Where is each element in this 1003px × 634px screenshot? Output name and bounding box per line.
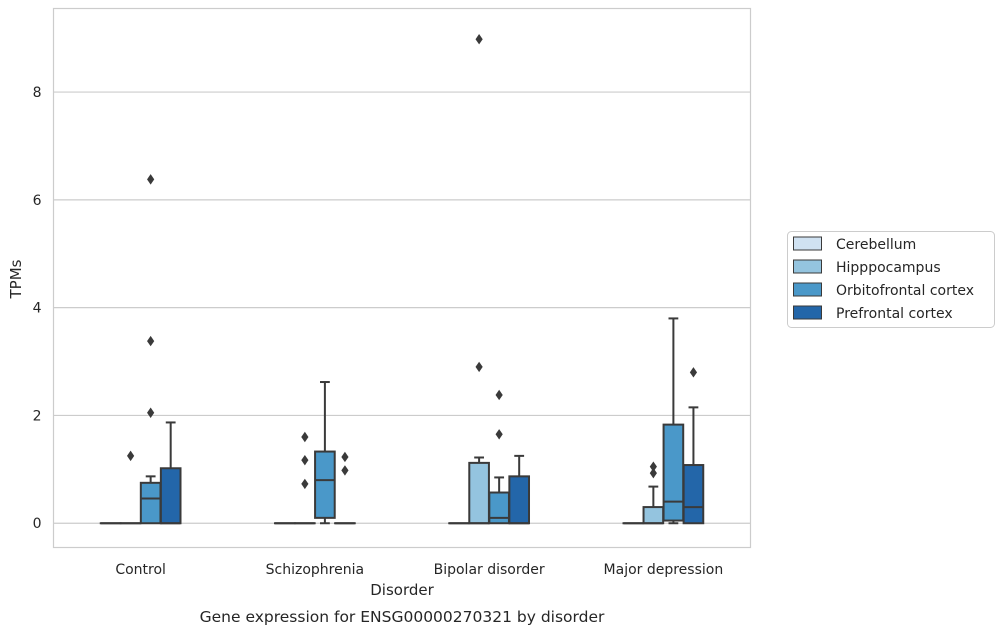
- outlier-point: [301, 431, 309, 443]
- y-tick-label: 0: [33, 516, 42, 532]
- outlier-point: [127, 450, 135, 462]
- y-tick-label: 4: [33, 301, 42, 317]
- x-tick-labels: Control Schizophrenia Bipolar disorder Majo…: [115, 562, 723, 578]
- outlier-point: [649, 461, 657, 472]
- y-tick-label: 2: [33, 408, 42, 424]
- series-orbitofrontal-cortex: [139, 174, 685, 525]
- x-tick-label: Schizophrenia: [266, 562, 364, 578]
- y-tick-label: 8: [33, 85, 42, 101]
- outlier-point: [147, 335, 155, 347]
- plot-frame: [52, 7, 752, 549]
- legend-swatch: [793, 282, 822, 297]
- legend-label: Cerebellum: [836, 237, 916, 253]
- y-tick-label: 6: [33, 193, 42, 209]
- x-tick-label: Control: [115, 562, 166, 578]
- box: [682, 464, 705, 525]
- legend-swatch: [793, 259, 822, 274]
- box: [508, 475, 531, 525]
- box-series: [99, 34, 705, 525]
- outlier-point: [495, 429, 503, 440]
- outlier-point: [689, 367, 698, 378]
- legend-swatch: [793, 236, 822, 251]
- outlier-point: [475, 361, 483, 373]
- outlier-point: [147, 174, 155, 185]
- series-prefrontal-cortex: [159, 367, 705, 525]
- box: [662, 423, 685, 522]
- outlier-point: [649, 467, 657, 479]
- y-axis-label: TPMs: [7, 259, 25, 299]
- x-axis-label: Disorder: [370, 581, 434, 599]
- legend-swatch: [793, 305, 822, 320]
- outlier-point: [341, 451, 349, 463]
- box: [642, 506, 665, 525]
- box: [314, 450, 336, 519]
- outlier-point: [475, 34, 483, 45]
- legend-label: Hipppocampus: [836, 260, 941, 276]
- legend-frame: [787, 231, 995, 328]
- outlier-point: [341, 465, 349, 476]
- grid-lines: [53, 91, 751, 524]
- outlier-point: [301, 478, 309, 490]
- outlier-point: [147, 407, 155, 418]
- legend-label: Prefrontal cortex: [836, 306, 953, 322]
- y-tick-labels: 0 2 4 6 8: [33, 85, 42, 532]
- x-tick-label: Major depression: [604, 562, 724, 578]
- outlier-point: [495, 389, 503, 401]
- series-hipppocampus: [119, 34, 665, 525]
- box: [468, 461, 490, 525]
- box: [159, 467, 182, 525]
- legend: Cerebellum Hipppocampus Orbitofrontal cort…: [787, 231, 995, 328]
- legend-label: Orbitofrontal cortex: [836, 283, 974, 299]
- box: [139, 481, 162, 525]
- chart-caption: Gene expression for ENSG00000270321 by d…: [200, 608, 605, 626]
- outlier-point: [301, 454, 309, 466]
- x-tick-label: Bipolar disorder: [434, 562, 545, 578]
